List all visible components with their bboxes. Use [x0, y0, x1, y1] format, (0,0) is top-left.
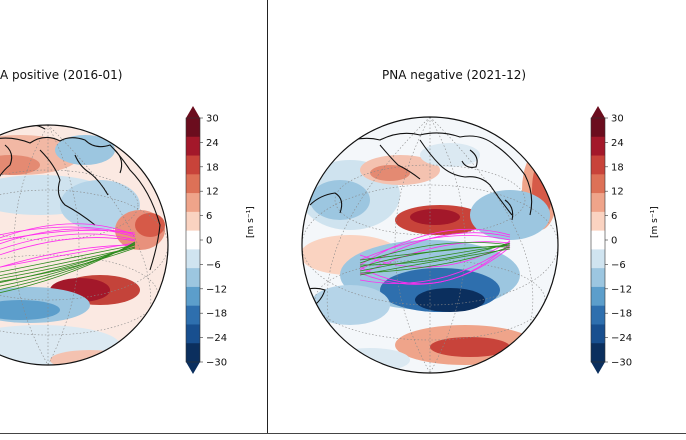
colorbar-segment [591, 211, 605, 232]
left-globe-map [0, 124, 169, 366]
left-colorbar: 30 24 18 12 6 0 −6 −12 −18 −24 −30 [185, 106, 227, 374]
colorbar-segment [186, 193, 200, 213]
colorbar-tick-label: 12 [611, 187, 624, 198]
colorbar-tick-label: 6 [611, 211, 617, 222]
colorbar-tick-label: −24 [206, 333, 227, 344]
colorbar-segment [186, 211, 200, 232]
colorbar-segment [591, 249, 605, 269]
colorbar-tick-label: −12 [611, 284, 632, 295]
colorbar-tick-label: −18 [611, 309, 632, 320]
left-panel-title: A positive (2016-01) [0, 68, 123, 82]
colorbar-tick-label: 6 [206, 211, 212, 222]
colorbar-segment [186, 343, 200, 363]
colorbar-segment [186, 174, 200, 194]
colorbar-tick-label: −18 [206, 309, 227, 320]
colorbar-segment [591, 155, 605, 175]
colorbar-tick-label: −30 [206, 358, 227, 369]
right-panel-title: PNA negative (2021-12) [382, 68, 527, 82]
colorbar-segment [186, 286, 200, 307]
colorbar-tick-label: −6 [611, 260, 626, 271]
bottom-rule [0, 433, 686, 434]
colorbar-segment [591, 136, 605, 157]
colorbar-segment [591, 118, 605, 138]
colorbar-segment [591, 305, 605, 325]
colorbar-segment [591, 268, 605, 288]
colorbar-tick-label: 30 [611, 114, 624, 125]
right-colorbar: 30 24 18 12 6 0 −6 −12 −18 −24 −30 [590, 106, 632, 374]
colorbar-segment [186, 136, 200, 157]
right-colorbar-scale: 30 24 18 12 6 0 −6 −12 −18 −24 −30 [590, 106, 632, 374]
colorbar-tick-label: 24 [611, 138, 624, 149]
colorbar-tick-label: −30 [611, 358, 632, 369]
colorbar-segment [591, 324, 605, 344]
colorbar-segment [591, 174, 605, 194]
left-colorbar-scale: 30 24 18 12 6 0 −6 −12 −18 −24 −30 [185, 106, 227, 374]
right-colorbar-label: [m s⁻¹] [650, 206, 660, 238]
colorbar-tick-label: 18 [611, 162, 624, 173]
colorbar-segment [591, 343, 605, 363]
colorbar-tick-label: −24 [611, 333, 632, 344]
colorbar-segment [186, 155, 200, 175]
colorbar-tick-label: 24 [206, 138, 219, 149]
colorbar-segment [186, 305, 200, 325]
colorbar-extend-bottom [186, 362, 200, 374]
colorbar-segment [591, 286, 605, 307]
colorbar-segment [591, 230, 605, 250]
colorbar-tick-label: 12 [206, 187, 219, 198]
right-globe-map [301, 116, 559, 374]
panel-divider [267, 0, 268, 434]
colorbar-segment [186, 324, 200, 344]
colorbar-tick-label: 18 [206, 162, 219, 173]
colorbar-extend-top [186, 106, 200, 118]
colorbar-tick-label: 0 [611, 236, 617, 247]
colorbar-tick-label: 0 [206, 236, 212, 247]
left-colorbar-label: [m s⁻¹] [246, 206, 256, 238]
colorbar-extend-top [591, 106, 605, 118]
colorbar-segment [186, 268, 200, 288]
colorbar-tick-label: −6 [206, 260, 221, 271]
colorbar-segment [591, 193, 605, 213]
colorbar-segment [186, 230, 200, 250]
colorbar-tick-label: 30 [206, 114, 219, 125]
colorbar-extend-bottom [591, 362, 605, 374]
colorbar-tick-label: −12 [206, 284, 227, 295]
colorbar-segment [186, 118, 200, 138]
colorbar-segment [186, 249, 200, 269]
